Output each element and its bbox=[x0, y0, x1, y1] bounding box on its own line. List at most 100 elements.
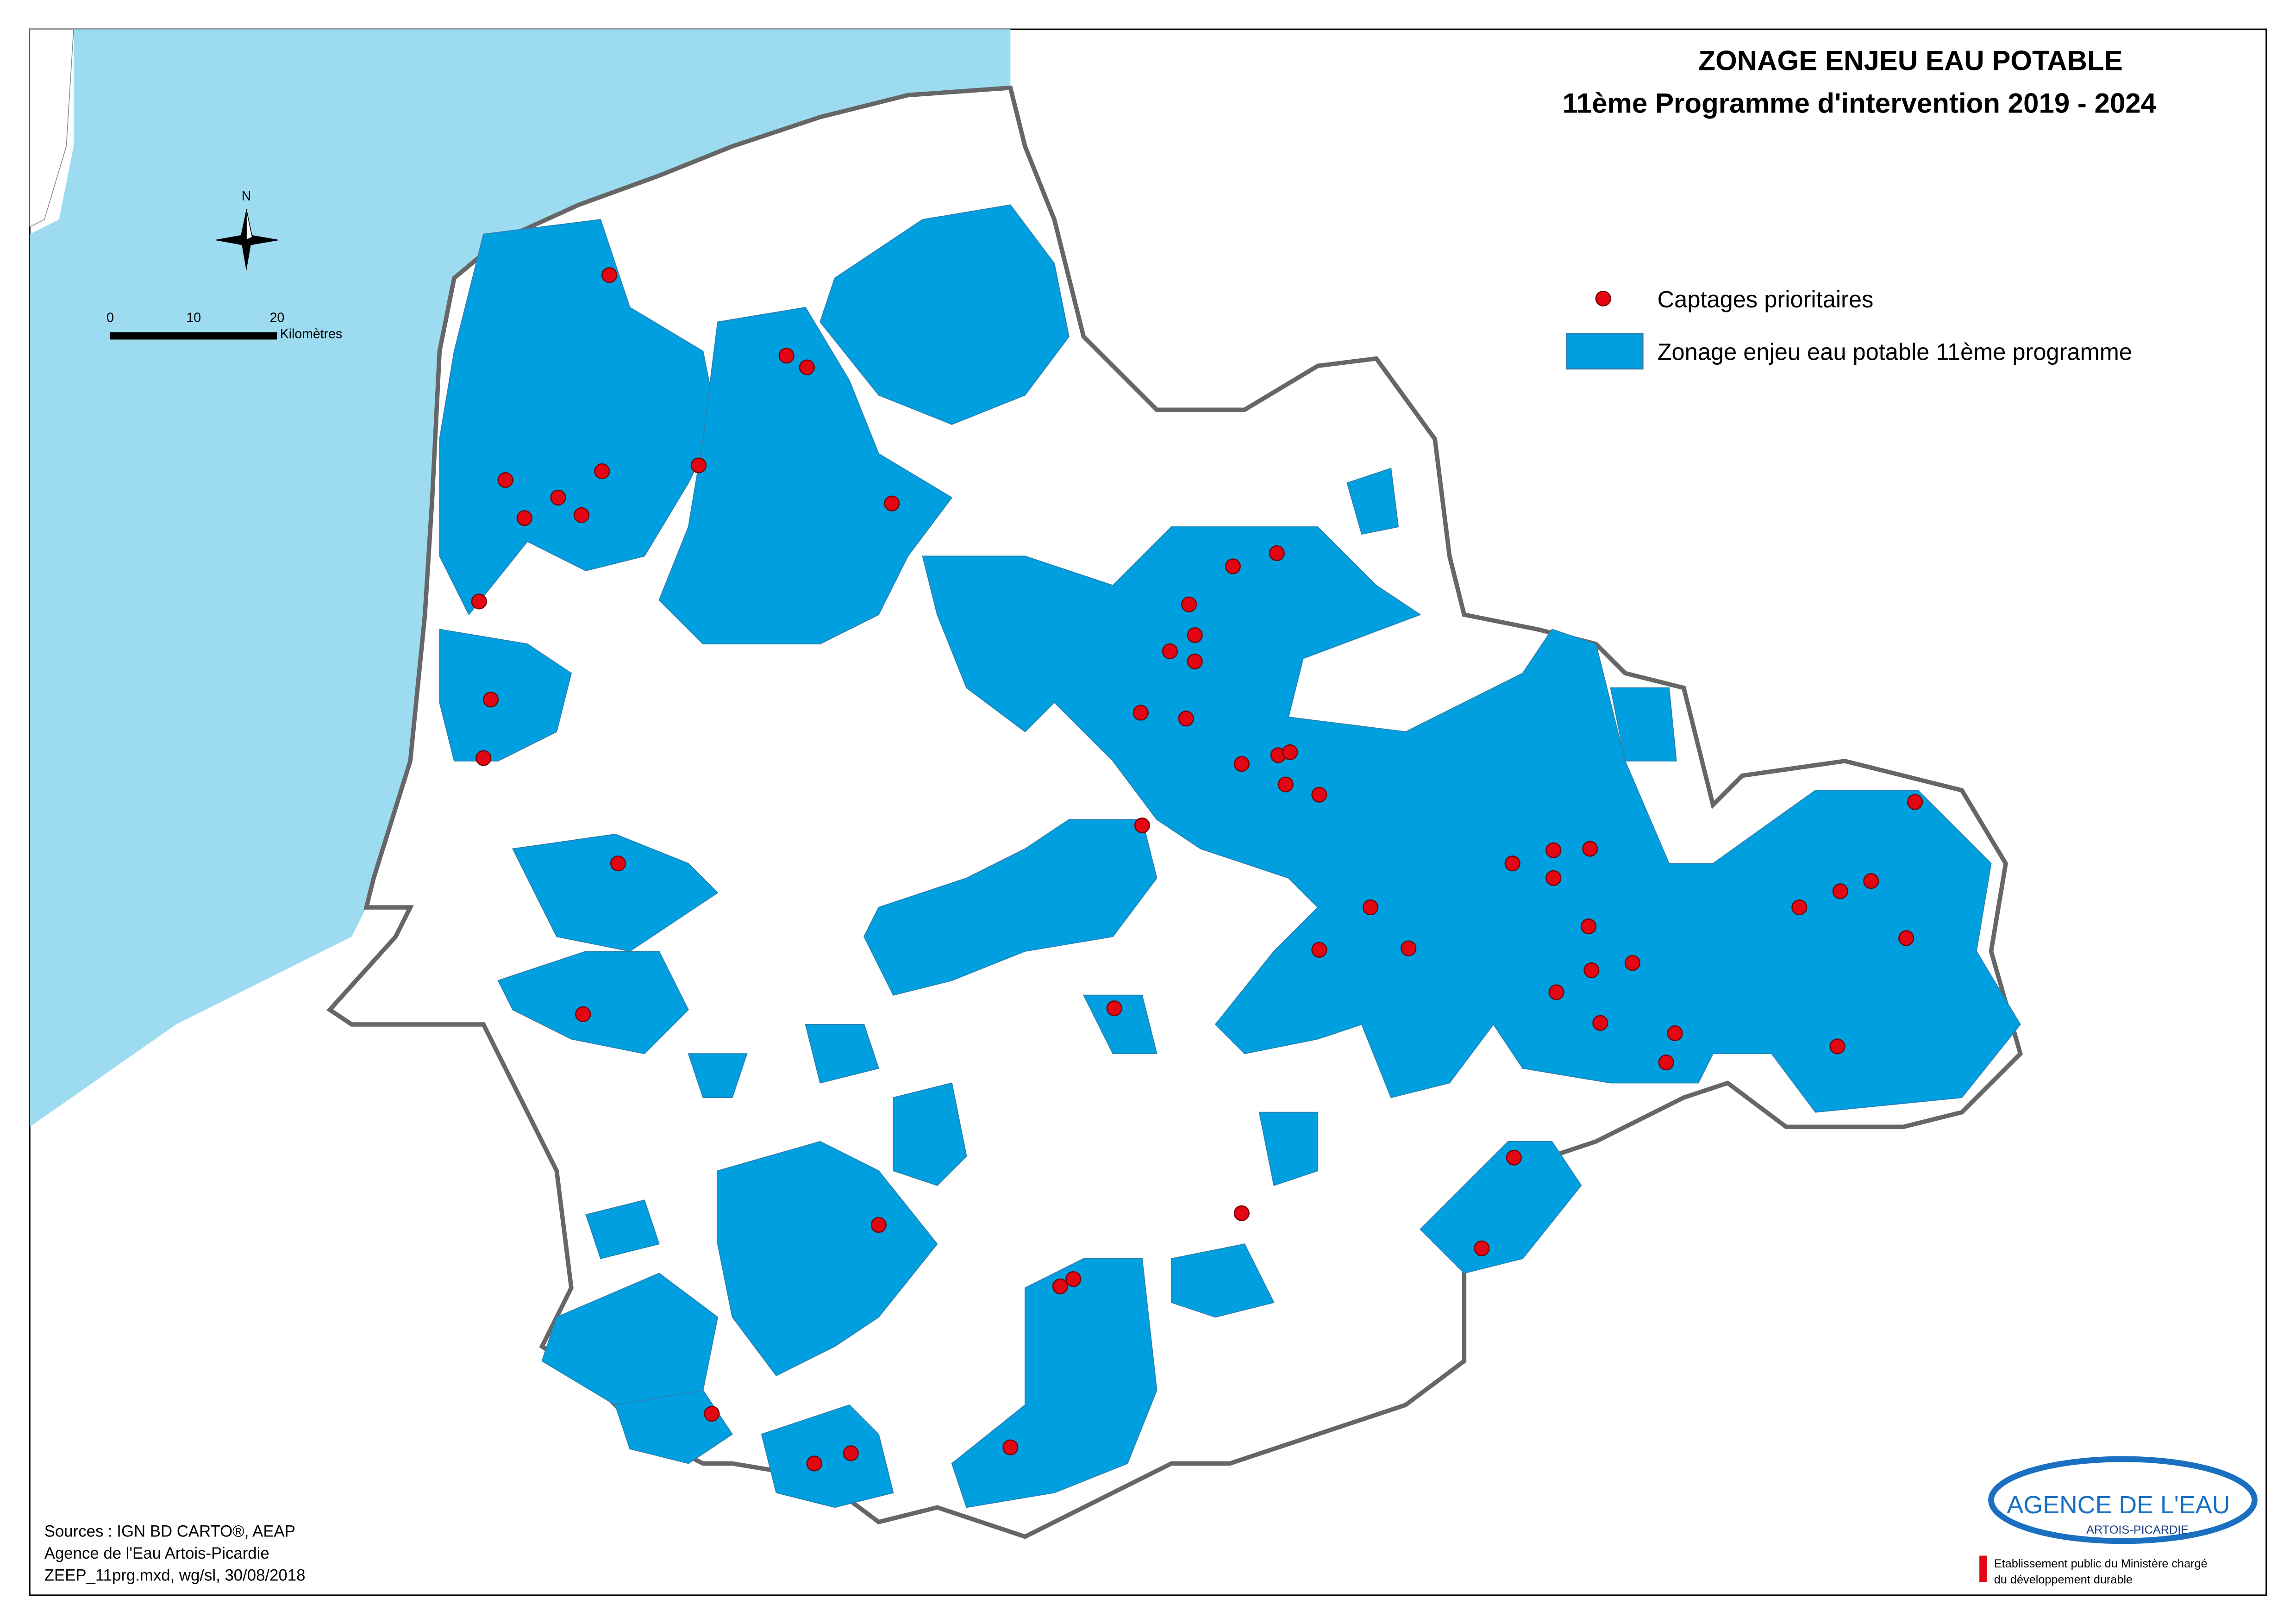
logo-subname: ARTOIS-PICARDIE bbox=[2086, 1523, 2189, 1536]
catchment-dot bbox=[1545, 842, 1562, 858]
catchment-dot bbox=[1311, 787, 1327, 803]
scale-bar: Kilomètres 0 10 20 bbox=[106, 311, 342, 342]
catchment-dot bbox=[1592, 1015, 1608, 1031]
logo-note: Etablissement public du Ministère chargé bbox=[1994, 1557, 2208, 1570]
catchment-dot bbox=[573, 507, 590, 523]
catchment-dot bbox=[1162, 643, 1178, 659]
catchment-dot bbox=[1311, 942, 1327, 958]
priority-catchments bbox=[471, 267, 1923, 1472]
catchment-dot bbox=[1791, 899, 1808, 916]
catchment-dot bbox=[1225, 558, 1241, 574]
catchment-dot bbox=[1362, 899, 1379, 916]
zone bbox=[1082, 994, 1157, 1055]
scale-tick-label: 20 bbox=[270, 311, 285, 325]
catchment-dot bbox=[1829, 1038, 1846, 1055]
catchment-dot bbox=[690, 457, 707, 474]
catchment-dot bbox=[550, 489, 566, 506]
north-label: N bbox=[242, 189, 251, 204]
catchment-dot bbox=[1282, 744, 1298, 761]
catchment-dot bbox=[1269, 545, 1285, 562]
catchment-dot bbox=[601, 267, 618, 283]
logo-note: du développement durable bbox=[1994, 1573, 2133, 1586]
catchment-dot bbox=[594, 463, 610, 480]
catchment-dot bbox=[1624, 955, 1640, 971]
catchment-dot bbox=[1233, 756, 1250, 772]
england bbox=[29, 29, 74, 228]
catchment-dot bbox=[1506, 1149, 1522, 1166]
logo-name: AGENCE DE L'EAU bbox=[2007, 1491, 2230, 1519]
source-line: Sources : IGN BD CARTO®, AEAP bbox=[44, 1523, 295, 1540]
scale-tick-label: 10 bbox=[186, 311, 201, 325]
catchment-dot bbox=[1002, 1439, 1019, 1455]
zone bbox=[512, 834, 719, 952]
catchment-dot bbox=[1832, 883, 1848, 899]
catchment-dot bbox=[1582, 841, 1598, 857]
zone bbox=[1258, 1111, 1319, 1186]
water-zones bbox=[439, 204, 2021, 1508]
catchment-dot bbox=[799, 359, 815, 375]
catchment-dot bbox=[1065, 1271, 1082, 1287]
catchment-dot bbox=[1187, 627, 1203, 643]
catchment-dot bbox=[806, 1455, 822, 1472]
catchment-dot bbox=[1277, 776, 1294, 793]
catchment-dot bbox=[704, 1405, 720, 1422]
source-line: ZEEP_11prg.mxd, wg/sl, 30/08/2018 bbox=[44, 1567, 306, 1584]
catchment-dot bbox=[1548, 984, 1564, 1000]
legend-dot bbox=[1595, 290, 1611, 306]
catchment-dot bbox=[1907, 794, 1923, 810]
catchment-dot bbox=[610, 855, 626, 872]
catchment-dot bbox=[1504, 855, 1520, 872]
zone bbox=[658, 306, 953, 644]
catchment-dot bbox=[843, 1445, 859, 1461]
catchment-dot bbox=[1581, 918, 1597, 935]
zone bbox=[761, 1404, 894, 1508]
zone bbox=[1346, 468, 1399, 535]
title: ZONAGE ENJEU EAU POTABLE bbox=[1698, 45, 2122, 76]
catchment-dot bbox=[778, 348, 795, 364]
catchment-dot bbox=[1583, 962, 1600, 979]
catchment-dot bbox=[1052, 1278, 1068, 1294]
zone bbox=[1171, 1243, 1275, 1318]
catchment-dot bbox=[1187, 653, 1203, 670]
zone bbox=[497, 950, 689, 1055]
zone bbox=[1610, 687, 1677, 762]
zone bbox=[893, 1082, 967, 1186]
catchment-dot bbox=[1658, 1055, 1674, 1071]
catchment-dot bbox=[516, 510, 532, 526]
catchment-dot bbox=[1132, 705, 1149, 721]
zone bbox=[439, 219, 719, 616]
subtitle: 11ème Programme d'intervention 2019 - 20… bbox=[1563, 87, 2157, 119]
catchment-dot bbox=[1401, 940, 1417, 956]
catchment-dot bbox=[1178, 711, 1194, 727]
zone bbox=[1420, 1141, 1582, 1274]
catchment-dot bbox=[575, 1006, 591, 1022]
zone bbox=[439, 629, 572, 762]
catchment-dot bbox=[1667, 1025, 1683, 1042]
zone bbox=[863, 819, 1157, 996]
catchment-dot bbox=[1474, 1240, 1490, 1256]
legend-label: Captages prioritaires bbox=[1658, 286, 1874, 312]
catchment-dot bbox=[870, 1217, 887, 1233]
logo: AGENCE DE L'EAU ARTOIS-PICARDIE Etabliss… bbox=[1979, 1456, 2258, 1586]
zone bbox=[585, 1199, 660, 1259]
scale-tick-label: 0 bbox=[106, 311, 114, 325]
zone bbox=[820, 204, 1070, 425]
catchment-dot bbox=[1233, 1205, 1250, 1221]
zone bbox=[717, 1141, 938, 1376]
catchment-dot bbox=[482, 692, 499, 708]
catchment-dot bbox=[884, 495, 900, 512]
catchment-dot bbox=[475, 750, 492, 766]
catchment-dot bbox=[1545, 870, 1562, 886]
sea bbox=[30, 29, 1011, 1127]
zone bbox=[922, 526, 2021, 1113]
catchment-dot bbox=[1898, 930, 1914, 946]
zone bbox=[805, 1024, 880, 1084]
legend-swatch bbox=[1566, 333, 1644, 370]
zone bbox=[688, 1053, 748, 1099]
legend-label: Zonage enjeu eau potable 11ème programme bbox=[1658, 339, 2132, 365]
scale-unit: Kilomètres bbox=[280, 326, 342, 341]
catchment-dot bbox=[1134, 817, 1150, 834]
catchment-dot bbox=[1863, 873, 1879, 889]
